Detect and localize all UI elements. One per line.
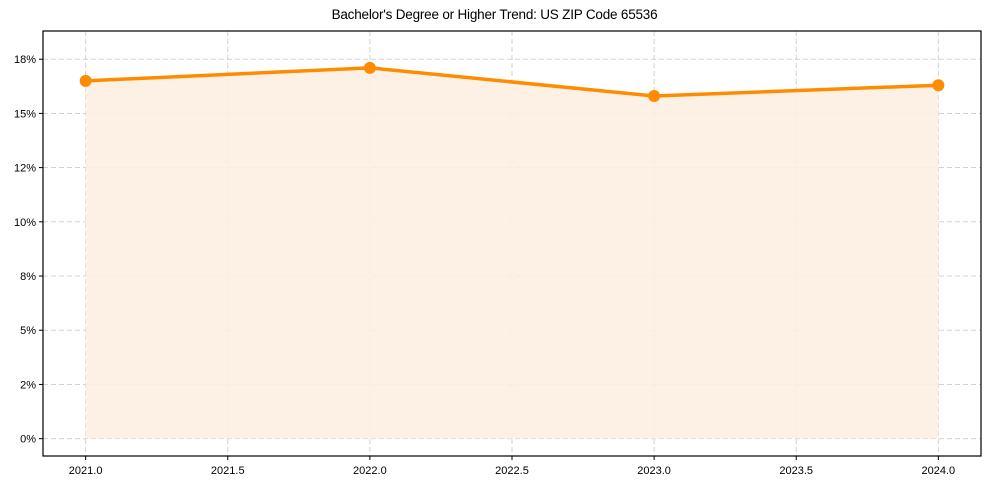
data-point bbox=[79, 74, 92, 87]
y-tick-label: 15% bbox=[14, 108, 36, 120]
x-tick-label: 2022.0 bbox=[353, 465, 387, 477]
y-tick-label: 5% bbox=[20, 325, 36, 337]
x-tick-label: 2022.5 bbox=[495, 465, 529, 477]
y-tick-label: 2% bbox=[20, 379, 36, 391]
data-point bbox=[932, 79, 945, 92]
y-tick-label: 10% bbox=[14, 217, 36, 229]
data-point bbox=[648, 90, 661, 103]
y-tick-label: 8% bbox=[20, 271, 36, 283]
x-tick-label: 2023.0 bbox=[637, 465, 671, 477]
x-tick-label: 2021.0 bbox=[69, 465, 103, 477]
x-tick-label: 2021.5 bbox=[211, 465, 245, 477]
y-axis: 0% 2% 5% 8% 10% 12% 15% 18% bbox=[14, 54, 43, 446]
data-point bbox=[363, 61, 376, 74]
x-tick-label: 2024.0 bbox=[922, 465, 956, 477]
data-points bbox=[79, 61, 945, 103]
y-tick-label: 18% bbox=[14, 54, 36, 66]
area-fill bbox=[85, 67, 939, 439]
chart-title: Bachelor's Degree or Higher Trend: US ZI… bbox=[331, 7, 658, 22]
x-axis: 2021.0 2021.5 2022.0 2022.5 2023.0 2023.5 2024… bbox=[69, 456, 955, 477]
data-line bbox=[85, 66, 939, 98]
x-tick-label: 2023.5 bbox=[779, 465, 813, 477]
y-tick-label: 0% bbox=[20, 434, 36, 446]
y-tick-label: 12% bbox=[14, 163, 36, 175]
